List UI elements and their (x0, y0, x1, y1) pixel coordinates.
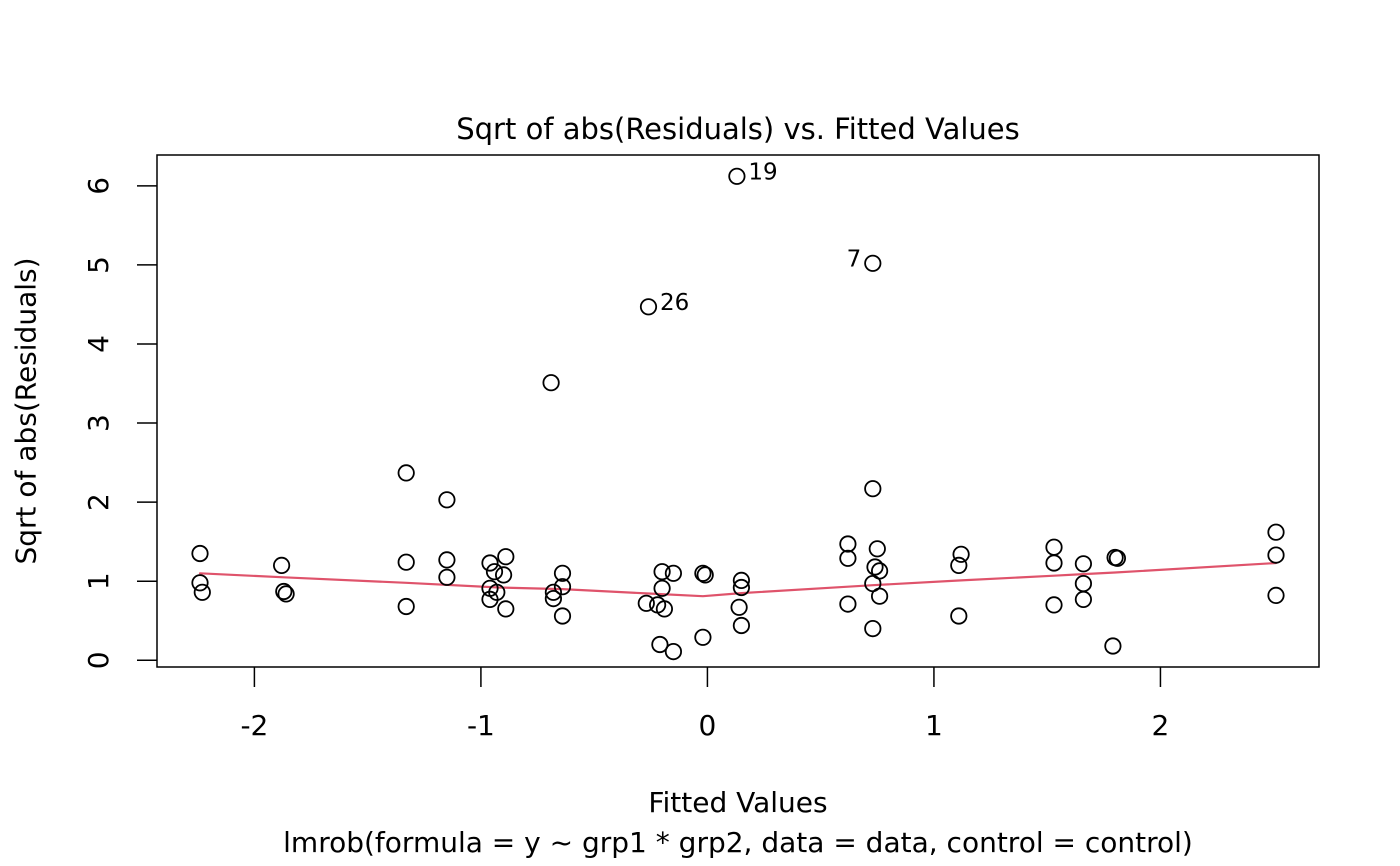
data-point (553, 578, 572, 596)
data-point (1267, 586, 1285, 605)
data-point (637, 594, 655, 612)
outlier-label: 7 (847, 247, 862, 273)
data-point (655, 600, 674, 618)
x-tick-label: -2 (240, 709, 268, 742)
y-tick-label: 2 (82, 493, 115, 511)
y-tick-label: 5 (82, 256, 115, 274)
x-tick-label: 0 (699, 709, 717, 742)
data-point (438, 491, 456, 509)
smooth-line (198, 561, 1278, 598)
data-point (1267, 546, 1285, 564)
data-point (1074, 590, 1093, 609)
data-point (839, 549, 857, 567)
data-point (277, 585, 295, 603)
data-point (864, 480, 882, 498)
x-tick-label: -1 (467, 709, 495, 742)
data-point (481, 554, 499, 572)
data-point (651, 635, 669, 654)
data-point (1108, 549, 1127, 567)
data-point (397, 464, 415, 482)
data-point (864, 619, 882, 638)
y-tick-label: 4 (82, 335, 115, 353)
data-point (732, 571, 751, 590)
data-point (544, 589, 563, 608)
data-point (1074, 555, 1093, 573)
data-point (485, 563, 504, 581)
y-tick-label: 6 (82, 177, 115, 195)
data-point (864, 254, 882, 272)
plot-box (156, 154, 1320, 668)
data-point (839, 595, 857, 613)
data-point (193, 583, 211, 601)
data-point (950, 607, 968, 625)
data-point (1104, 637, 1122, 655)
data-point (694, 564, 712, 582)
data-point (481, 590, 499, 609)
data-point (553, 607, 572, 625)
data-point (732, 578, 751, 597)
data-point (694, 628, 712, 646)
y-tick-label: 0 (82, 651, 115, 669)
data-point (866, 558, 884, 576)
data-point (397, 597, 415, 616)
data-point (553, 564, 572, 582)
data-point (397, 553, 415, 571)
data-point (664, 642, 683, 661)
data-point (497, 548, 515, 566)
data-point (696, 566, 714, 584)
data-point (272, 556, 291, 575)
x-tick-label: 1 (925, 709, 943, 742)
data-point (544, 583, 563, 601)
outlier-label: 26 (660, 290, 689, 316)
data-point (653, 579, 671, 597)
x-tick-label: 2 (1152, 709, 1170, 742)
data-point (728, 167, 746, 185)
data-point (438, 568, 456, 586)
y-tick-label: 1 (82, 572, 115, 590)
data-point (497, 600, 515, 618)
data-point (275, 582, 293, 601)
data-point (952, 545, 970, 563)
data-point (950, 556, 968, 575)
data-point (730, 598, 748, 616)
data-point (191, 544, 209, 563)
data-point (438, 551, 456, 569)
data-point (653, 563, 671, 581)
data-point (639, 298, 658, 316)
data-point (494, 566, 513, 584)
data-point (542, 374, 560, 392)
model-call-subtitle: lmrob(formula = y ~ grp1 * grp2, data = … (283, 826, 1193, 859)
x-axis-label: Fitted Values (648, 786, 828, 819)
data-point (1045, 554, 1063, 572)
data-point (839, 535, 857, 553)
outlier-label: 19 (748, 160, 777, 186)
data-point (1074, 574, 1093, 593)
data-point (868, 540, 886, 558)
y-tick-label: 3 (82, 414, 115, 432)
data-point (1267, 523, 1285, 541)
data-point (1045, 596, 1063, 614)
data-point (191, 574, 209, 592)
data-point (870, 587, 889, 605)
data-point (664, 564, 683, 582)
data-point (1045, 538, 1063, 556)
plot-title: Sqrt of abs(Residuals) vs. Fitted Values (456, 112, 1020, 146)
data-point (732, 616, 751, 635)
